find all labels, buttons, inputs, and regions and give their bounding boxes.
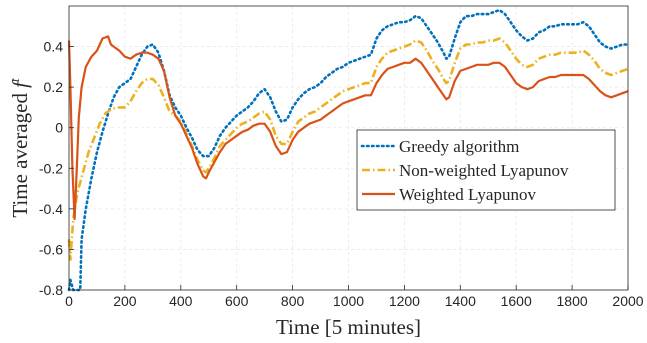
y-axis-label-superscript: t bbox=[7, 78, 22, 82]
x-tick-label: 0 bbox=[65, 293, 73, 309]
x-tick-label: 1200 bbox=[389, 293, 420, 309]
legend-entry-weighted: Weighted Lyapunov bbox=[399, 185, 536, 204]
x-tick-label: 1400 bbox=[445, 293, 476, 309]
y-axis-label-symbol: f bbox=[8, 79, 32, 88]
y-axis-label-prefix: Time averaged bbox=[8, 88, 32, 218]
x-tick-label: 2000 bbox=[612, 293, 643, 309]
y-tick-label: -0.6 bbox=[39, 241, 63, 257]
series-line-0 bbox=[67, 8, 630, 292]
x-tick-label: 1600 bbox=[501, 293, 532, 309]
y-tick-label: -0.4 bbox=[39, 201, 63, 217]
legend-entry-non-weighted: Non-weighted Lyapunov bbox=[399, 161, 569, 180]
series-line-1 bbox=[67, 37, 629, 261]
x-tick-label: 1000 bbox=[333, 293, 364, 309]
y-axis-ticks: -0.8 -0.6 -0.4 -0.2 0 0.2 0.4 bbox=[39, 39, 74, 298]
y-tick-label: 0.4 bbox=[44, 39, 64, 55]
x-axis-ticks: 0 200 400 600 800 1000 1200 1400 1600 1800 2000 bbox=[65, 285, 644, 309]
legend-entry-greedy: Greedy algorithm bbox=[399, 137, 519, 156]
x-tick-label: 1800 bbox=[557, 293, 588, 309]
x-axis-label: Time [5 minutes] bbox=[276, 315, 421, 339]
legend: Greedy algorithm Non-weighted Lyapunov W… bbox=[356, 129, 616, 211]
y-tick-label: -0.8 bbox=[39, 282, 63, 298]
series-lines bbox=[67, 8, 630, 292]
series-line-2 bbox=[67, 35, 629, 221]
y-axis-label: Time averaged ft bbox=[7, 78, 32, 218]
y-tick-label: -0.2 bbox=[39, 160, 63, 176]
y-tick-label: 0.2 bbox=[44, 79, 64, 95]
y-tick-label: 0 bbox=[55, 120, 63, 136]
legend-box bbox=[356, 129, 616, 211]
x-tick-label: 800 bbox=[281, 293, 305, 309]
x-tick-label: 400 bbox=[169, 293, 193, 309]
x-tick-label: 200 bbox=[113, 293, 137, 309]
x-tick-label: 600 bbox=[225, 293, 249, 309]
